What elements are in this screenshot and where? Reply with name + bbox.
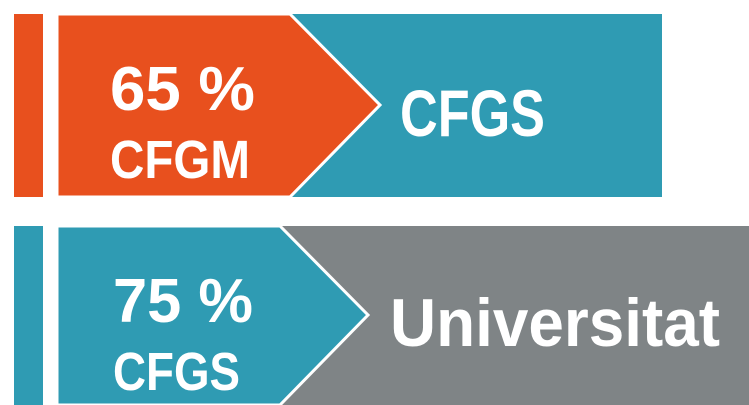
source-arrow: [55, 224, 371, 405]
side-bar: [14, 14, 43, 197]
side-bar: [14, 226, 43, 405]
target-label: CFGS: [400, 76, 545, 150]
row-2: 75 % CFGS Universitat: [14, 224, 749, 405]
source-arrow: [55, 12, 383, 199]
source-label: CFGS: [113, 342, 240, 402]
row-1: 65 % CFGM CFGS: [14, 12, 662, 199]
source-label: CFGM: [110, 130, 250, 190]
target-label: Universitat: [390, 285, 720, 361]
percent: 65 %: [110, 55, 255, 124]
percent: 75 %: [113, 267, 253, 336]
